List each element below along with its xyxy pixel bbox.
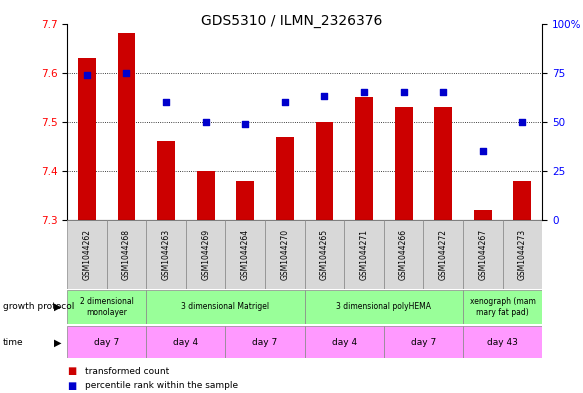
Bar [395, 107, 413, 220]
Bar [157, 141, 175, 220]
Text: day 7: day 7 [411, 338, 436, 347]
Text: GSM1044264: GSM1044264 [241, 229, 250, 280]
Bar [196, 171, 215, 220]
Bar [118, 33, 135, 220]
Bar [67, 290, 146, 324]
Bar [67, 220, 107, 289]
Text: GSM1044262: GSM1044262 [82, 229, 92, 280]
Point [201, 119, 210, 125]
Bar [315, 122, 333, 220]
Bar [236, 181, 254, 220]
Bar [384, 326, 463, 358]
Text: GSM1044265: GSM1044265 [320, 229, 329, 280]
Bar [304, 290, 463, 324]
Bar [276, 136, 294, 220]
Point [478, 148, 487, 154]
Bar [384, 220, 423, 289]
Text: GSM1044268: GSM1044268 [122, 229, 131, 280]
Text: percentile rank within the sample: percentile rank within the sample [85, 382, 238, 390]
Point [438, 89, 448, 95]
Point [518, 119, 527, 125]
Bar [226, 220, 265, 289]
Text: ▶: ▶ [54, 302, 61, 312]
Bar [78, 58, 96, 220]
Bar [146, 290, 304, 324]
Text: 3 dimensional polyHEMA: 3 dimensional polyHEMA [336, 303, 431, 311]
Text: day 7: day 7 [252, 338, 278, 347]
Bar [265, 220, 304, 289]
Text: GSM1044266: GSM1044266 [399, 229, 408, 280]
Bar [146, 326, 226, 358]
Point [82, 72, 92, 78]
Point [399, 89, 408, 95]
Bar [355, 97, 373, 220]
Text: ▶: ▶ [54, 337, 61, 347]
Point [319, 93, 329, 99]
Bar [304, 326, 384, 358]
Bar [107, 220, 146, 289]
Point [122, 70, 131, 76]
Point [280, 99, 290, 105]
Bar [503, 220, 542, 289]
Bar [67, 326, 146, 358]
Text: day 4: day 4 [332, 338, 357, 347]
Bar [226, 326, 304, 358]
Text: GSM1044270: GSM1044270 [280, 229, 289, 280]
Text: day 4: day 4 [173, 338, 198, 347]
Point [161, 99, 171, 105]
Text: GSM1044263: GSM1044263 [161, 229, 171, 280]
Point [359, 89, 368, 95]
Text: time: time [3, 338, 23, 347]
Bar [146, 220, 186, 289]
Text: 2 dimensional
monolayer: 2 dimensional monolayer [80, 297, 134, 317]
Text: GSM1044267: GSM1044267 [478, 229, 487, 280]
Text: day 7: day 7 [94, 338, 120, 347]
Bar [344, 220, 384, 289]
Bar [474, 210, 491, 220]
Text: ■: ■ [67, 366, 76, 376]
Text: GSM1044271: GSM1044271 [360, 229, 368, 280]
Text: GSM1044272: GSM1044272 [438, 229, 448, 280]
Bar [304, 220, 344, 289]
Bar [186, 220, 226, 289]
Text: 3 dimensional Matrigel: 3 dimensional Matrigel [181, 303, 269, 311]
Bar [434, 107, 452, 220]
Point [241, 121, 250, 127]
Text: xenograph (mam
mary fat pad): xenograph (mam mary fat pad) [470, 297, 536, 317]
Bar [463, 290, 542, 324]
Text: ■: ■ [67, 381, 76, 391]
Text: GSM1044273: GSM1044273 [518, 229, 527, 280]
Bar [463, 326, 542, 358]
Bar [423, 220, 463, 289]
Bar [514, 181, 531, 220]
Text: GDS5310 / ILMN_2326376: GDS5310 / ILMN_2326376 [201, 14, 382, 28]
Text: GSM1044269: GSM1044269 [201, 229, 210, 280]
Bar [463, 220, 503, 289]
Text: transformed count: transformed count [85, 367, 169, 376]
Text: day 43: day 43 [487, 338, 518, 347]
Text: growth protocol: growth protocol [3, 303, 74, 311]
